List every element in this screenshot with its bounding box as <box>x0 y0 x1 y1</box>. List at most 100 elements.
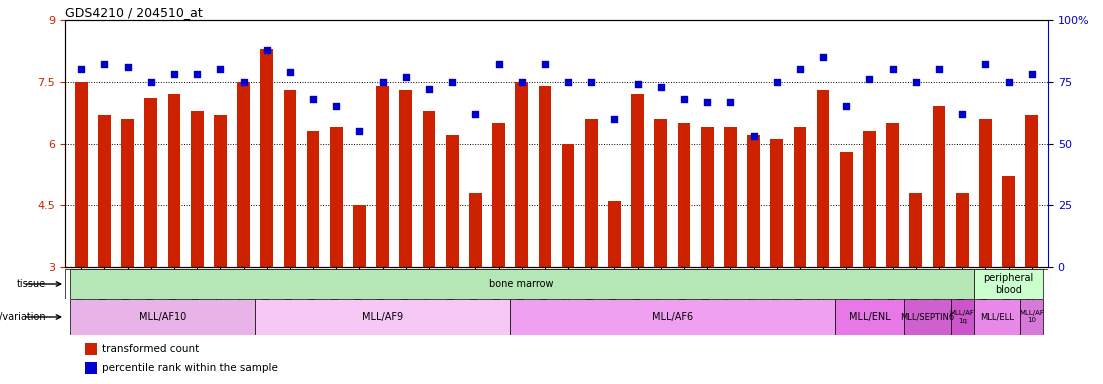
Text: tissue: tissue <box>17 279 46 289</box>
Bar <box>538 86 552 267</box>
Bar <box>98 115 110 267</box>
Bar <box>1020 299 1043 335</box>
Bar <box>910 193 922 267</box>
Bar <box>168 94 180 267</box>
Text: MLL/ENL: MLL/ENL <box>848 312 890 322</box>
Bar <box>1026 115 1038 267</box>
Bar <box>974 269 1043 299</box>
Point <box>235 79 253 85</box>
Bar <box>307 131 320 267</box>
Bar <box>793 127 806 267</box>
Point <box>698 98 716 104</box>
Bar <box>974 299 1020 335</box>
Text: percentile rank within the sample: percentile rank within the sample <box>103 363 278 373</box>
Text: MLL/SEPTIN6: MLL/SEPTIN6 <box>900 313 954 321</box>
Bar <box>422 111 436 267</box>
Bar <box>85 362 97 374</box>
Point <box>119 64 137 70</box>
Point <box>397 74 415 80</box>
Bar <box>585 119 598 267</box>
Bar <box>353 205 366 267</box>
Bar <box>121 119 133 267</box>
Point <box>559 79 577 85</box>
Point <box>165 71 183 78</box>
Text: MLL/AF6: MLL/AF6 <box>652 312 693 322</box>
Point <box>96 61 114 68</box>
Bar <box>904 299 951 335</box>
Text: MLL/AF
1q: MLL/AF 1q <box>950 311 975 323</box>
Point <box>212 66 229 73</box>
Bar <box>260 49 274 267</box>
Point <box>513 79 531 85</box>
Point <box>142 79 160 85</box>
Bar <box>237 82 250 267</box>
Point <box>351 128 368 134</box>
Text: transformed count: transformed count <box>103 344 200 354</box>
Point <box>582 79 600 85</box>
Bar <box>724 127 737 267</box>
Text: MLL/AF9: MLL/AF9 <box>362 312 404 322</box>
Point <box>837 103 855 109</box>
Bar <box>446 135 459 267</box>
Bar <box>677 123 690 267</box>
Bar <box>75 82 87 267</box>
Point <box>860 76 878 82</box>
Bar <box>376 86 389 267</box>
Point <box>606 116 623 122</box>
Point <box>721 98 739 104</box>
Point <box>258 46 276 53</box>
Bar <box>283 90 297 267</box>
Point <box>791 66 808 73</box>
Bar <box>839 152 853 267</box>
Point <box>768 79 785 85</box>
Point <box>189 71 206 78</box>
Bar <box>510 299 835 335</box>
Point <box>304 96 322 102</box>
Text: GDS4210 / 204510_at: GDS4210 / 204510_at <box>65 6 203 19</box>
Bar <box>951 299 974 335</box>
Text: genotype/variation: genotype/variation <box>0 312 46 322</box>
Text: peripheral
blood: peripheral blood <box>984 273 1034 295</box>
Point <box>953 111 971 117</box>
Point <box>490 61 507 68</box>
Point <box>652 84 670 90</box>
Bar <box>255 299 510 335</box>
Bar <box>770 139 783 267</box>
Bar <box>933 106 945 267</box>
Bar <box>85 343 97 355</box>
Point <box>328 103 345 109</box>
Point <box>420 86 438 92</box>
Bar <box>399 90 413 267</box>
Bar <box>747 135 760 267</box>
Point <box>999 79 1017 85</box>
Point <box>629 81 646 87</box>
Point <box>73 66 90 73</box>
Bar <box>956 193 968 267</box>
Text: bone marrow: bone marrow <box>490 279 554 289</box>
Text: MLL/ELL: MLL/ELL <box>981 313 1014 321</box>
Point <box>745 133 762 139</box>
Point <box>976 61 994 68</box>
Bar <box>835 299 904 335</box>
Text: MLL/AF10: MLL/AF10 <box>139 312 186 322</box>
Bar <box>515 82 528 267</box>
Bar <box>214 115 227 267</box>
Point <box>443 79 461 85</box>
Point <box>930 66 947 73</box>
Bar <box>608 201 621 267</box>
Bar <box>816 90 829 267</box>
Bar <box>654 119 667 267</box>
Bar <box>469 193 482 267</box>
Bar <box>69 299 255 335</box>
Bar <box>191 111 204 267</box>
Bar <box>887 123 899 267</box>
Point <box>814 54 832 60</box>
Point <box>1022 71 1040 78</box>
Bar <box>864 131 876 267</box>
Bar <box>330 127 343 267</box>
Point <box>467 111 484 117</box>
Bar <box>979 119 992 267</box>
Text: MLL/AF
10: MLL/AF 10 <box>1019 311 1045 323</box>
Bar <box>144 98 157 267</box>
Bar <box>631 94 644 267</box>
